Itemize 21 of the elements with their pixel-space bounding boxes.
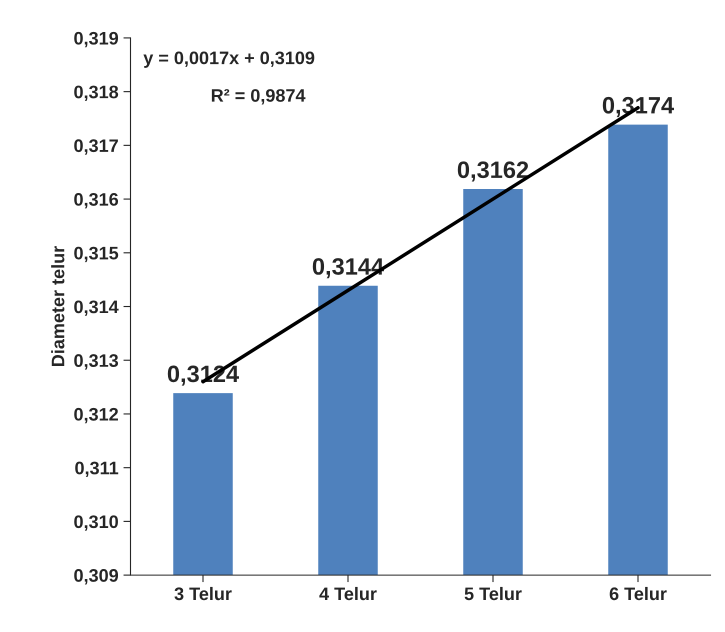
- x-tick-label: 3 Telur: [174, 586, 232, 600]
- y-tick-label: 0,310: [74, 515, 118, 531]
- y-axis-title: Diameter telur: [51, 246, 64, 366]
- y-tick-label: 0,315: [74, 246, 118, 262]
- x-tick-label: 5 Telur: [464, 586, 522, 600]
- y-tick-label: 0,313: [74, 354, 118, 370]
- data-label: 0,3162: [458, 161, 528, 182]
- y-tick-label: 0,319: [74, 32, 118, 48]
- annotation: R² = 0,9874: [212, 89, 306, 104]
- y-tick-label: 0,316: [74, 193, 118, 208]
- y-tick-label: 0,312: [74, 408, 118, 424]
- data-label: 0,3174: [602, 96, 674, 118]
- y-tick-label: 0,311: [75, 462, 118, 478]
- annotation: y = 0,0017x + 0,3109: [143, 51, 314, 68]
- y-tick-label: 0,309: [74, 569, 118, 584]
- y-tick-label: 0,314: [74, 300, 119, 316]
- x-tick-label: 6 Telur: [610, 586, 667, 600]
- y-tick-label: 0,318: [74, 86, 118, 101]
- y-tick-label: 0,317: [74, 139, 118, 155]
- data-label: 0,3144: [312, 258, 384, 278]
- x-tick-label: 4 Telur: [319, 586, 377, 600]
